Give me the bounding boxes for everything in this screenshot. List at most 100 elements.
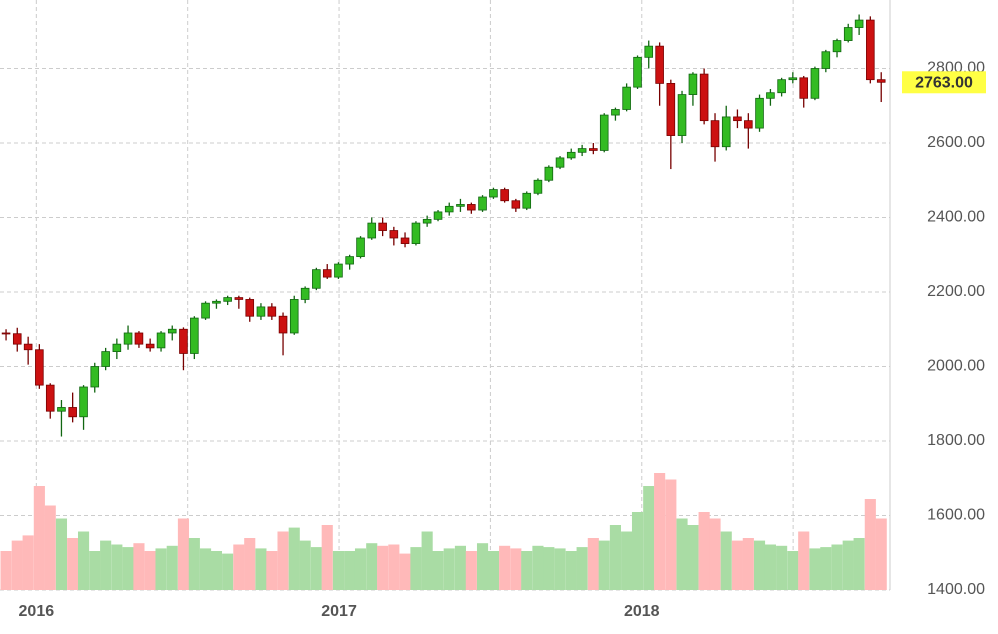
- volume-bar: [720, 531, 732, 590]
- volume-bar: [654, 473, 666, 590]
- candle-body: [467, 204, 476, 211]
- candle-body: [190, 317, 199, 354]
- volume-bar: [166, 545, 178, 590]
- volume-bar: [676, 518, 688, 590]
- volume-bar: [598, 540, 610, 590]
- candle-body: [710, 120, 720, 148]
- volume-bar: [798, 531, 810, 590]
- volume-bar: [233, 544, 245, 590]
- volume-bar: [332, 551, 345, 590]
- candle-body: [179, 328, 188, 354]
- candle-body: [788, 77, 798, 81]
- candle-body: [322, 269, 332, 278]
- volume-bar: [321, 525, 333, 590]
- candle-body: [633, 56, 642, 88]
- volume-bar: [299, 540, 311, 590]
- candle-body: [300, 287, 310, 300]
- x-tick-label: 2018: [624, 603, 660, 620]
- volume-bar: [842, 540, 854, 590]
- y-tick-label: 3000.00: [927, 0, 985, 2]
- candle-body: [145, 343, 155, 349]
- volume-bar: [199, 548, 212, 590]
- volume-bar: [487, 551, 499, 590]
- candle-body: [35, 349, 44, 386]
- candle-body: [1, 332, 11, 335]
- candle-body: [854, 19, 864, 28]
- volume-bar: [643, 486, 655, 590]
- y-tick-label: 1600.00: [927, 507, 985, 524]
- candle-body: [777, 79, 786, 94]
- volume-bar: [366, 543, 378, 590]
- volume-bar: [222, 553, 234, 590]
- y-tick-label: 1400.00: [927, 581, 985, 598]
- volume-bar: [410, 547, 422, 590]
- volume-bar: [399, 553, 411, 590]
- volume-bar: [853, 538, 865, 590]
- candle-body: [156, 332, 166, 349]
- volume-bar: [753, 540, 766, 590]
- candle-body: [733, 116, 742, 122]
- candle-body: [212, 300, 221, 304]
- candle-body: [688, 73, 698, 95]
- candle-body: [101, 351, 110, 367]
- volume-bar: [631, 512, 644, 590]
- volume-bar: [111, 544, 123, 590]
- volume-bar: [377, 545, 389, 590]
- candle-body: [566, 151, 576, 159]
- volume-bar: [100, 540, 112, 590]
- candle-body: [666, 83, 676, 136]
- volume-bar: [831, 544, 843, 590]
- volume-bar: [742, 538, 754, 590]
- volume-bar: [89, 551, 101, 590]
- volume-bar: [354, 548, 367, 590]
- volume-bar: [709, 518, 721, 590]
- volume-bar: [820, 547, 832, 590]
- candle-body: [433, 211, 443, 220]
- candle-body: [245, 299, 255, 317]
- candle-body: [511, 200, 521, 209]
- volume-bar: [665, 479, 677, 590]
- volume-bar: [22, 535, 34, 590]
- volume-bar: [764, 544, 776, 590]
- volume-bar: [344, 551, 356, 590]
- volume-bar: [875, 518, 887, 590]
- candle-body: [555, 157, 565, 168]
- volume-bar: [543, 547, 555, 590]
- candle-body: [755, 97, 764, 129]
- candle-body: [389, 230, 399, 239]
- candle-body: [699, 73, 709, 122]
- volume-bar: [698, 512, 710, 590]
- candle-body: [721, 116, 731, 148]
- volume-bar: [731, 540, 743, 590]
- volume-bar: [44, 505, 56, 590]
- volume-bar: [576, 547, 588, 590]
- candle-body: [90, 366, 100, 388]
- volume-bar: [177, 518, 190, 590]
- candle-body: [134, 332, 144, 345]
- candle-body: [256, 306, 266, 317]
- candle-body: [744, 120, 753, 129]
- candle-body: [400, 237, 410, 244]
- candle-body: [655, 45, 664, 84]
- candle-body: [843, 27, 853, 41]
- volume-bar: [0, 551, 12, 590]
- volume-bar: [621, 531, 633, 590]
- candle-body: [866, 19, 875, 81]
- candle-body: [289, 299, 299, 334]
- candle-body: [167, 328, 177, 334]
- volume-bar: [454, 545, 467, 590]
- candle-body: [367, 222, 377, 239]
- volume-bar: [787, 551, 799, 590]
- last-price-label: 2763.00: [915, 75, 973, 92]
- candle-body: [489, 189, 498, 198]
- volume-bar: [277, 531, 289, 590]
- candle-body: [334, 263, 343, 278]
- volume-bar: [33, 486, 45, 590]
- volume-bar: [122, 547, 134, 590]
- volume-bar: [55, 518, 68, 590]
- y-tick-label: 2600.00: [927, 134, 985, 151]
- candle-body: [876, 79, 886, 83]
- candle-body: [611, 109, 620, 116]
